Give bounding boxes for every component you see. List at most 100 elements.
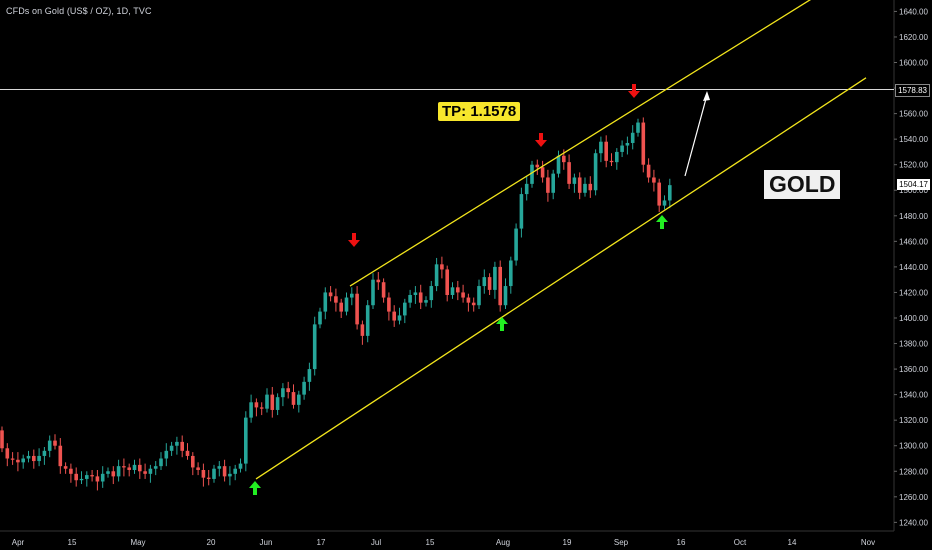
down-arrow-icon <box>628 84 640 98</box>
candle-body <box>302 381 306 395</box>
time-tick-label: 14 <box>788 538 797 547</box>
candle-body <box>630 132 635 143</box>
candle-body <box>249 402 253 418</box>
candle-body <box>371 279 375 306</box>
candle-body <box>482 277 487 287</box>
time-tick-label: 15 <box>68 538 77 547</box>
candle-body <box>180 441 184 451</box>
candle-body <box>297 394 301 405</box>
candle-body <box>275 397 280 410</box>
candle-body <box>551 173 555 193</box>
candle-body <box>657 182 661 206</box>
time-tick-label: 15 <box>426 538 435 547</box>
time-tick-label: Jul <box>371 538 381 547</box>
candle-body <box>355 293 359 325</box>
candle-body <box>0 430 4 449</box>
candle-body <box>556 155 561 174</box>
candle-body <box>312 324 317 370</box>
candle-body <box>381 282 386 298</box>
candle-body <box>259 407 264 409</box>
candle-body <box>344 297 349 312</box>
price-tick-label: 1500.00 <box>899 186 928 195</box>
candle-body <box>599 141 603 154</box>
candle-body <box>546 177 550 193</box>
candle-body <box>503 286 508 306</box>
current-price-tag: 1504.17 <box>897 178 930 190</box>
candle-body <box>530 164 534 184</box>
time-tick-label: Jun <box>260 538 273 547</box>
candle-body <box>413 292 418 295</box>
candle-body <box>487 277 492 290</box>
price-tick-label: 1420.00 <box>899 288 928 297</box>
take-profit-label: TP: 1.1578 <box>438 102 521 121</box>
candle-body <box>196 467 200 470</box>
projection-arrow-line <box>684 94 708 177</box>
candle-body <box>74 473 78 481</box>
candle-body <box>185 450 190 456</box>
candle-body <box>106 471 110 474</box>
candle-body <box>143 471 147 474</box>
price-tick-label: 1460.00 <box>899 237 928 246</box>
candle-body <box>37 455 41 462</box>
candle-body <box>132 464 137 470</box>
candle-body <box>191 455 195 468</box>
price-tick-label: 1620.00 <box>899 33 928 42</box>
price-tick-label: 1260.00 <box>899 493 928 502</box>
candle-body <box>625 142 630 146</box>
price-tick-label: 1360.00 <box>899 365 928 374</box>
candle-body <box>10 458 15 460</box>
candle-body <box>408 294 412 303</box>
symbol-label: GOLD <box>764 170 841 199</box>
candle-body <box>652 177 656 183</box>
time-tick-label: Apr <box>12 538 25 547</box>
price-tick-label: 1600.00 <box>899 59 928 68</box>
price-tick-label: 1440.00 <box>899 263 928 272</box>
candle-body <box>122 466 126 468</box>
candle-body <box>159 458 163 467</box>
candle-body <box>328 292 333 297</box>
candle-body <box>350 293 354 298</box>
candle-body <box>445 269 449 295</box>
candle-body <box>318 311 322 325</box>
candle-body <box>588 183 593 191</box>
candle-body <box>567 162 571 184</box>
candle-body <box>228 473 232 477</box>
target-price-tag: 1578.83 <box>895 83 930 97</box>
candle-body <box>206 477 211 479</box>
price-tick-label: 1280.00 <box>899 467 928 476</box>
candle-body <box>32 455 36 462</box>
candle-body <box>424 300 428 303</box>
time-tick-label: 16 <box>677 538 686 547</box>
candle-body <box>201 469 206 478</box>
candle-body <box>307 369 312 382</box>
candle-body <box>609 160 614 163</box>
down-arrow-icon <box>348 233 360 247</box>
price-tick-label: 1380.00 <box>899 340 928 349</box>
candle-body <box>461 292 465 298</box>
candle-body <box>434 264 439 287</box>
price-tick-label: 1560.00 <box>899 110 928 119</box>
price-tick-label: 1480.00 <box>899 212 928 221</box>
up-arrow-icon <box>496 317 508 331</box>
price-tick-label: 1340.00 <box>899 391 928 400</box>
candle-body <box>403 302 407 316</box>
candle-body <box>95 476 100 482</box>
candle-body <box>641 122 646 165</box>
candle-body <box>281 388 285 398</box>
candle-body <box>69 468 73 474</box>
candle-body <box>323 292 328 312</box>
candle-body <box>85 475 89 479</box>
candle-body <box>90 475 94 477</box>
candle-body <box>238 463 243 469</box>
candle-body <box>636 122 640 133</box>
candle-body <box>254 402 259 408</box>
candle-body <box>498 266 502 306</box>
candle-body <box>577 177 582 193</box>
candle-body <box>100 473 105 482</box>
candle-body <box>169 445 174 451</box>
candle-body <box>572 177 577 184</box>
projection-arrow-head <box>703 91 710 101</box>
candle-body <box>466 297 471 303</box>
candle-body <box>79 478 84 481</box>
